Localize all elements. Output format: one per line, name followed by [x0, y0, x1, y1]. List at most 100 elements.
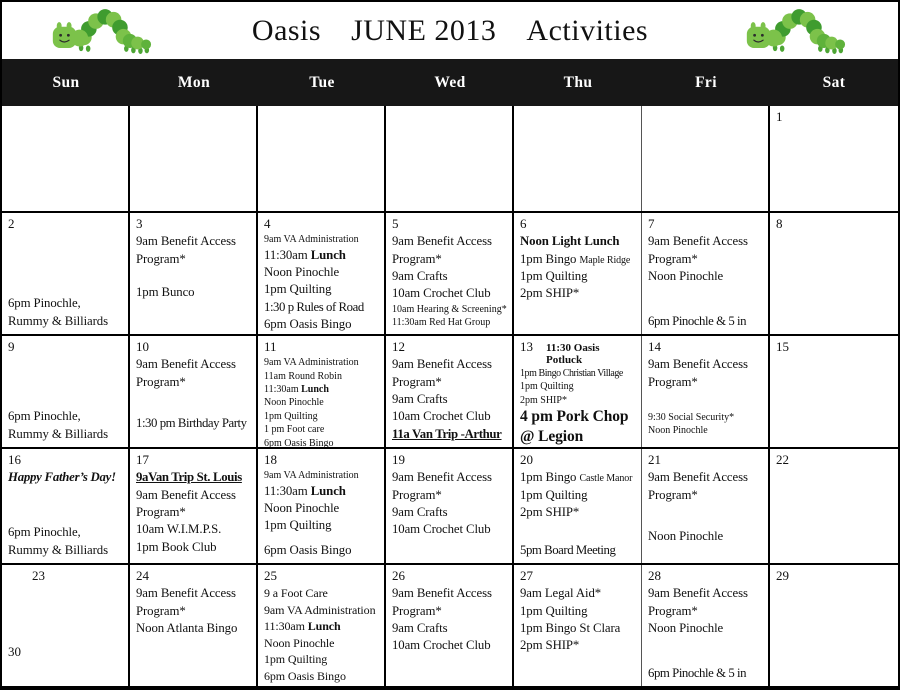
activity-line: 10am Crochet Club — [392, 285, 507, 302]
activity-line: Noon Pinochle — [648, 424, 763, 437]
activity-line: 6pm Pinochle & 5 in — [648, 665, 763, 682]
activity-line: 2pm SHIP* — [520, 504, 636, 521]
activity-text: 6pm Pinochle, Rummy & Billiards — [8, 409, 108, 441]
activity-line: 5pm Board Meeting — [520, 542, 636, 559]
calendar-cell-1: 1 — [770, 106, 898, 211]
cell-header: 27 — [520, 568, 636, 584]
activity-line: 1pm Bingo Castle Manor — [520, 469, 636, 486]
cell-header: 8 — [776, 216, 893, 232]
activity-text: 1 pm Foot care — [264, 424, 325, 436]
activity-line: 10am Hearing & Screening* — [392, 303, 507, 316]
activity-line: 1pm Quilting — [520, 380, 636, 393]
activity-text: 6pm Oasis Bingo — [264, 668, 346, 683]
activity-text: Noon Pinochle — [648, 621, 724, 636]
cell-header: 1 — [776, 109, 893, 125]
activity-line: 9am Crafts — [392, 268, 507, 285]
activity-line: 9am VA Administration — [264, 602, 379, 619]
activity-line: 1pm Quilting — [520, 603, 636, 620]
activity-line: 1:30 p Rules of Road — [264, 299, 379, 316]
activity-text: 1pm Quilting — [264, 410, 318, 422]
activity-text: 11:30am — [264, 247, 311, 262]
activity-line: Noon Light Lunch — [520, 233, 636, 250]
calendar-cell-13: 13 11:30 Oasis Potluck 1pm Bingo Christian… — [514, 336, 642, 447]
activity-line: 2pm SHIP* — [520, 394, 636, 407]
activity-text: 9am Benefit Access Program* — [648, 357, 748, 389]
activity-line: 9am Benefit Access Program* — [136, 585, 251, 620]
day-number: 7 — [648, 216, 655, 231]
activity-line: 6pm Oasis Bingo — [264, 437, 379, 447]
day-number: 11 — [264, 339, 277, 354]
activity-text: Noon Pinochle — [264, 635, 335, 650]
activity-text: 1pm Bunco — [136, 285, 195, 300]
activity-line: 30 — [8, 644, 123, 660]
activity-text: Noon Pinochle — [264, 265, 340, 280]
activity-line: 9am Benefit Access Program* — [392, 233, 507, 268]
activity-line: Noon Atlanta Bingo — [136, 620, 251, 637]
day-number: 23 — [32, 568, 45, 583]
cell-header: 29 — [776, 568, 893, 584]
activity-line: 1pm Quilting — [264, 410, 379, 423]
day-number: 19 — [392, 452, 405, 467]
cell-header: 28 — [648, 568, 763, 584]
activity-text: 10am Crochet Club — [392, 286, 491, 301]
activity-line: Noon Pinochle — [648, 528, 763, 545]
activity-text: 10am Crochet Club — [392, 409, 491, 424]
activity-line: 11:30am Lunch — [264, 247, 379, 264]
activity-text: 2pm SHIP* — [520, 638, 580, 653]
cell-header: 4 — [264, 216, 379, 232]
activity-text: Happy Father’s Day! — [8, 470, 116, 485]
spacer — [648, 504, 763, 528]
calendar-cell-empty — [2, 106, 130, 211]
cell-header: 5 — [392, 216, 507, 232]
activity-text: 9 a Foot Care — [264, 586, 328, 601]
activity-line: 2pm SHIP* — [520, 637, 636, 654]
calendar-cell-empty — [386, 106, 514, 211]
activity-text: 6pm Pinochle & 5 in — [648, 313, 747, 328]
activity-line: 9am VA Administration — [264, 233, 379, 246]
day-number: 9 — [8, 339, 15, 354]
activity-line: Noon Pinochle — [648, 268, 763, 285]
activity-line: Noon Pinochle — [264, 396, 379, 409]
day-number: 29 — [776, 568, 789, 583]
spacer — [136, 391, 251, 415]
activity-text: 1pm Quilting — [264, 652, 328, 667]
day-number: 6 — [520, 216, 527, 231]
activity-line: 1pm Bingo Christian Village — [520, 367, 636, 380]
calendar-cell-6: 6 Noon Light Lunch 1pm Bingo Maple Ridge 1p… — [514, 213, 642, 334]
activity-line: 9am Benefit Access Program* — [392, 585, 507, 620]
activity-text: 4 pm Pork Chop @ Legion — [520, 408, 629, 445]
calendar-grid: 1 2 6pm Pinochle, Rummy & Billiards 3 9am Be… — [2, 106, 898, 686]
page-title: Oasis JUNE 2013 Activities — [241, 14, 659, 48]
calendar-cell-17: 17 9aVan Trip St. Louis 9am Benefit Access… — [130, 449, 258, 563]
day-number: 25 — [264, 568, 277, 583]
activity-line: 2pm SHIP* — [520, 285, 636, 302]
calendar-cell-29: 29 — [770, 565, 898, 686]
activity-text: 1pm Bingo Christian Village — [520, 368, 623, 379]
cell-header: 19 — [392, 452, 507, 468]
day-number: 1 — [776, 109, 783, 124]
activity-text: Noon Pinochle — [648, 269, 724, 284]
activity-line: 9am Crafts — [392, 620, 507, 637]
calendar-cell-5: 5 9am Benefit Access Program* 9am Crafts 10… — [386, 213, 514, 334]
day-number: 4 — [264, 216, 271, 231]
activity-text: 11:30am — [264, 483, 311, 498]
calendar-cell-11: 11 9am VA Administration 11am Round Robin 1… — [258, 336, 386, 447]
activity-text: 1pm Quilting — [264, 518, 332, 533]
activity-line: 11:30am Red Hat Group — [392, 316, 507, 329]
activity-text: Noon Atlanta Bingo — [136, 621, 238, 636]
calendar-week-4: 16 Happy Father’s Day! 6pm Pinochle, Rummy… — [2, 449, 898, 565]
activity-text: 10am Hearing & Screening* — [392, 303, 507, 315]
cell-header: 9 — [8, 339, 123, 355]
calendar-cell-26: 26 9am Benefit Access Program* 9am Crafts 1… — [386, 565, 514, 686]
cell-header: 7 — [648, 216, 763, 232]
cell-header: 20 — [520, 452, 636, 468]
cell-header: 12 — [392, 339, 507, 355]
calendar-cell-24: 24 9am Benefit Access Program* Noon Atlant… — [130, 565, 258, 686]
activity-line: 1pm Quilting — [520, 268, 636, 285]
day-header-note: 11:30 Oasis Potluck — [546, 342, 600, 366]
calendar-cell-28: 28 9am Benefit Access Program* Noon Pinoch… — [642, 565, 770, 686]
activity-text: 6pm Pinochle & 5 in — [648, 665, 747, 680]
activity-text: 11:30am — [264, 384, 302, 396]
weekday-tue: Tue — [309, 73, 335, 91]
